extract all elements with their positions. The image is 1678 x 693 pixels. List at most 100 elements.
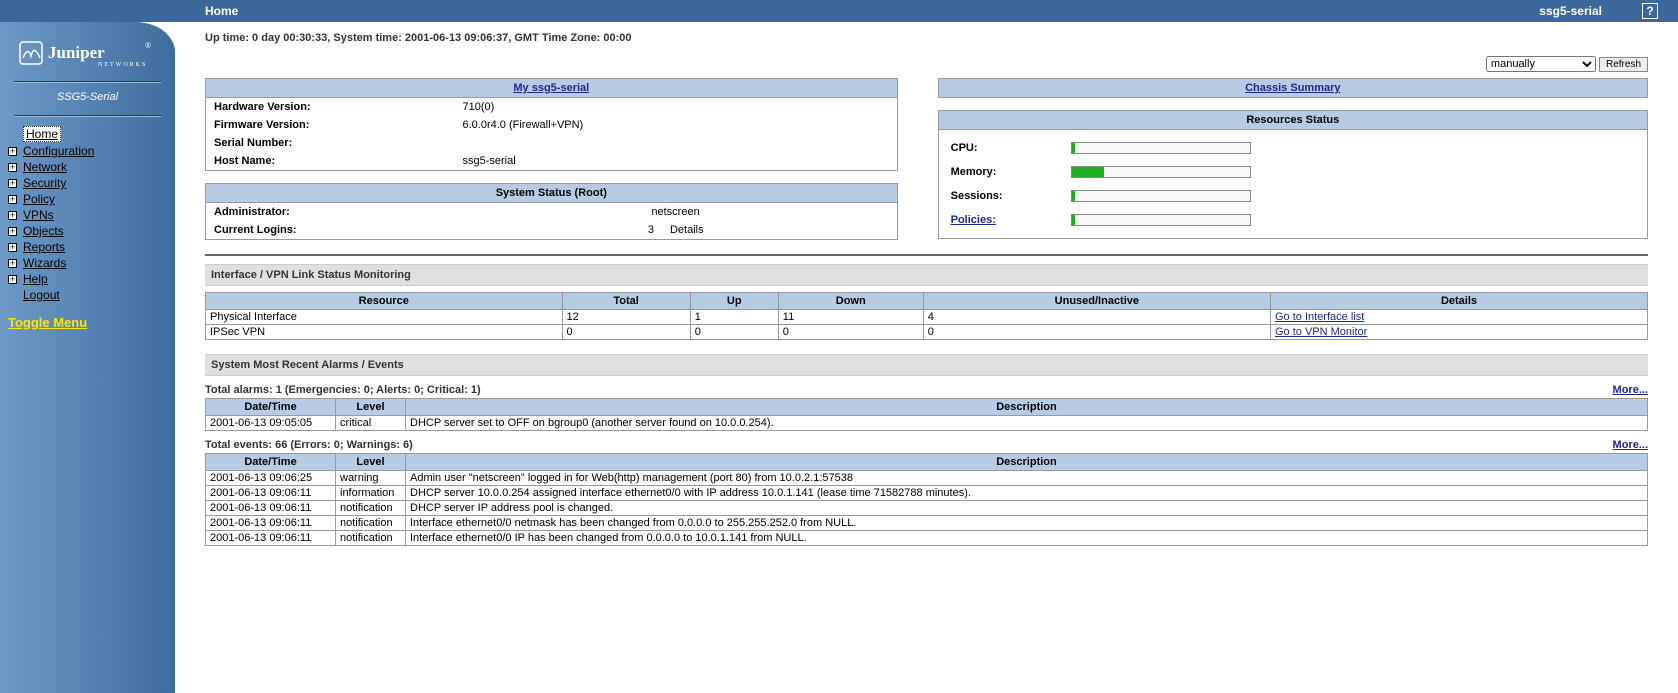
- cell: 12: [562, 310, 690, 325]
- cell-desc: DHCP server IP address pool is changed.: [406, 501, 1648, 516]
- expand-icon[interactable]: +: [8, 227, 17, 236]
- cell-level: notification: [336, 516, 406, 531]
- col-header: Details: [1271, 293, 1648, 310]
- sidebar: Juniper ® NETWORKS SSG5-Serial Home+Conf…: [0, 22, 175, 693]
- refresh-select[interactable]: manually: [1486, 56, 1596, 72]
- nav-link[interactable]: Policy: [23, 192, 55, 206]
- cell-level: critical: [336, 416, 406, 431]
- cell-desc: Interface ethernet0/0 IP has been change…: [406, 531, 1648, 546]
- expand-icon[interactable]: +: [8, 243, 17, 252]
- table-row: 2001-06-13 09:05:05criticalDHCP server s…: [206, 416, 1648, 431]
- expand-icon[interactable]: +: [8, 211, 17, 220]
- nav-item-help[interactable]: + Help: [8, 271, 167, 287]
- info-value: [454, 134, 897, 152]
- info-label: Hardware Version:: [206, 98, 455, 117]
- cell-desc: DHCP server 10.0.0.254 assigned interfac…: [406, 486, 1648, 501]
- help-icon[interactable]: ?: [1642, 3, 1658, 19]
- resource-label: Memory:: [951, 166, 1071, 178]
- info-value: 6.0.0r4.0 (Firewall+VPN): [454, 116, 897, 134]
- nav-link[interactable]: Reports: [23, 240, 65, 254]
- refresh-button[interactable]: Refresh: [1599, 57, 1648, 72]
- events-table: Date/TimeLevelDescription2001-06-13 09:0…: [205, 453, 1648, 546]
- col-header: Resource: [206, 293, 563, 310]
- chassis-panel: Chassis Summary: [938, 78, 1648, 98]
- col-header: Description: [406, 399, 1648, 416]
- nav-link[interactable]: Security: [23, 176, 66, 190]
- svg-text:NETWORKS: NETWORKS: [98, 62, 147, 68]
- info-label: Firmware Version:: [206, 116, 455, 134]
- device-label: ssg5-serial: [1539, 4, 1602, 18]
- breadcrumb[interactable]: Home: [205, 4, 238, 18]
- cell: 1: [690, 310, 778, 325]
- toggle-menu[interactable]: Toggle Menu: [0, 305, 95, 340]
- device-info-panel: My ssg5-serial Hardware Version:710(0)Fi…: [205, 78, 898, 171]
- nav-item-objects[interactable]: + Objects: [8, 223, 167, 239]
- expand-icon[interactable]: +: [8, 275, 17, 284]
- system-status-title: System Status (Root): [206, 184, 898, 203]
- cell-datetime: 2001-06-13 09:06:11: [206, 501, 336, 516]
- nav: Home + Configuration + Network + Security + Poli…: [0, 123, 175, 305]
- resource-row: CPU:: [939, 136, 1647, 160]
- resource-link[interactable]: Policies:: [951, 214, 996, 226]
- col-header: Unused/Inactive: [923, 293, 1270, 310]
- table-row: 2001-06-13 09:06:11notificationDHCP serv…: [206, 501, 1648, 516]
- cell-datetime: 2001-06-13 09:06:25: [206, 471, 336, 486]
- nav-item-network[interactable]: + Network: [8, 159, 167, 175]
- detail-link[interactable]: Go to VPN Monitor: [1275, 326, 1367, 338]
- expand-icon[interactable]: +: [8, 179, 17, 188]
- nav-item-wizards[interactable]: + Wizards: [8, 255, 167, 271]
- nav-item-logout[interactable]: Logout: [8, 287, 167, 303]
- col-header: Level: [336, 399, 406, 416]
- cell: 0: [562, 325, 690, 340]
- resource-bar: [1071, 214, 1251, 226]
- alarms-summary: Total alarms: 1 (Emergencies: 0; Alerts:…: [205, 384, 481, 396]
- nav-link[interactable]: Help: [23, 272, 48, 286]
- nav-item-home[interactable]: Home: [8, 125, 167, 143]
- events-more-link[interactable]: More...: [1613, 439, 1648, 451]
- svg-text:®: ®: [145, 41, 151, 50]
- cell: Physical Interface: [206, 310, 563, 325]
- nav-link[interactable]: VPNs: [23, 208, 54, 222]
- nav-link[interactable]: Network: [23, 160, 67, 174]
- col-header: Up: [690, 293, 778, 310]
- col-header: Total: [562, 293, 690, 310]
- alarms-events-header: System Most Recent Alarms / Events: [205, 354, 1648, 376]
- logins-count: 3: [454, 221, 661, 240]
- nav-item-configuration[interactable]: + Configuration: [8, 143, 167, 159]
- table-row: IPSec VPN0000Go to VPN Monitor: [206, 325, 1648, 340]
- nav-item-reports[interactable]: + Reports: [8, 239, 167, 255]
- admin-label: Administrator:: [206, 203, 455, 222]
- logins-label: Current Logins:: [206, 221, 455, 240]
- info-value: 710(0): [454, 98, 897, 117]
- ifmon-header: Interface / VPN Link Status Monitoring: [205, 264, 1648, 286]
- table-row: 2001-06-13 09:06:11informationDHCP serve…: [206, 486, 1648, 501]
- brand-logo: Juniper ® NETWORKS: [0, 30, 175, 75]
- logins-details-link[interactable]: Details: [670, 224, 704, 236]
- expand-icon[interactable]: +: [8, 147, 17, 156]
- cell-level: notification: [336, 501, 406, 516]
- cell: IPSec VPN: [206, 325, 563, 340]
- expand-icon[interactable]: +: [8, 259, 17, 268]
- alarms-more-link[interactable]: More...: [1613, 384, 1648, 396]
- resource-row: Memory:: [939, 160, 1647, 184]
- expand-icon[interactable]: +: [8, 195, 17, 204]
- cell-level: warning: [336, 471, 406, 486]
- detail-link[interactable]: Go to Interface list: [1275, 311, 1364, 323]
- resource-bar: [1071, 166, 1251, 178]
- nav-item-security[interactable]: + Security: [8, 175, 167, 191]
- nav-link[interactable]: Logout: [23, 288, 60, 302]
- nav-item-vpns[interactable]: + VPNs: [8, 207, 167, 223]
- nav-link[interactable]: Wizards: [23, 256, 66, 270]
- nav-link[interactable]: Configuration: [23, 144, 94, 158]
- resource-label: CPU:: [951, 142, 1071, 154]
- device-info-title[interactable]: My ssg5-serial: [513, 82, 589, 94]
- table-row: Physical Interface121114Go to Interface …: [206, 310, 1648, 325]
- cell: 4: [923, 310, 1270, 325]
- info-label: Host Name:: [206, 152, 455, 171]
- nav-link[interactable]: Home: [23, 126, 61, 142]
- nav-item-policy[interactable]: + Policy: [8, 191, 167, 207]
- events-summary: Total events: 66 (Errors: 0; Warnings: 6…: [205, 439, 413, 451]
- expand-icon[interactable]: +: [8, 163, 17, 172]
- chassis-title[interactable]: Chassis Summary: [1245, 82, 1340, 94]
- nav-link[interactable]: Objects: [23, 224, 64, 238]
